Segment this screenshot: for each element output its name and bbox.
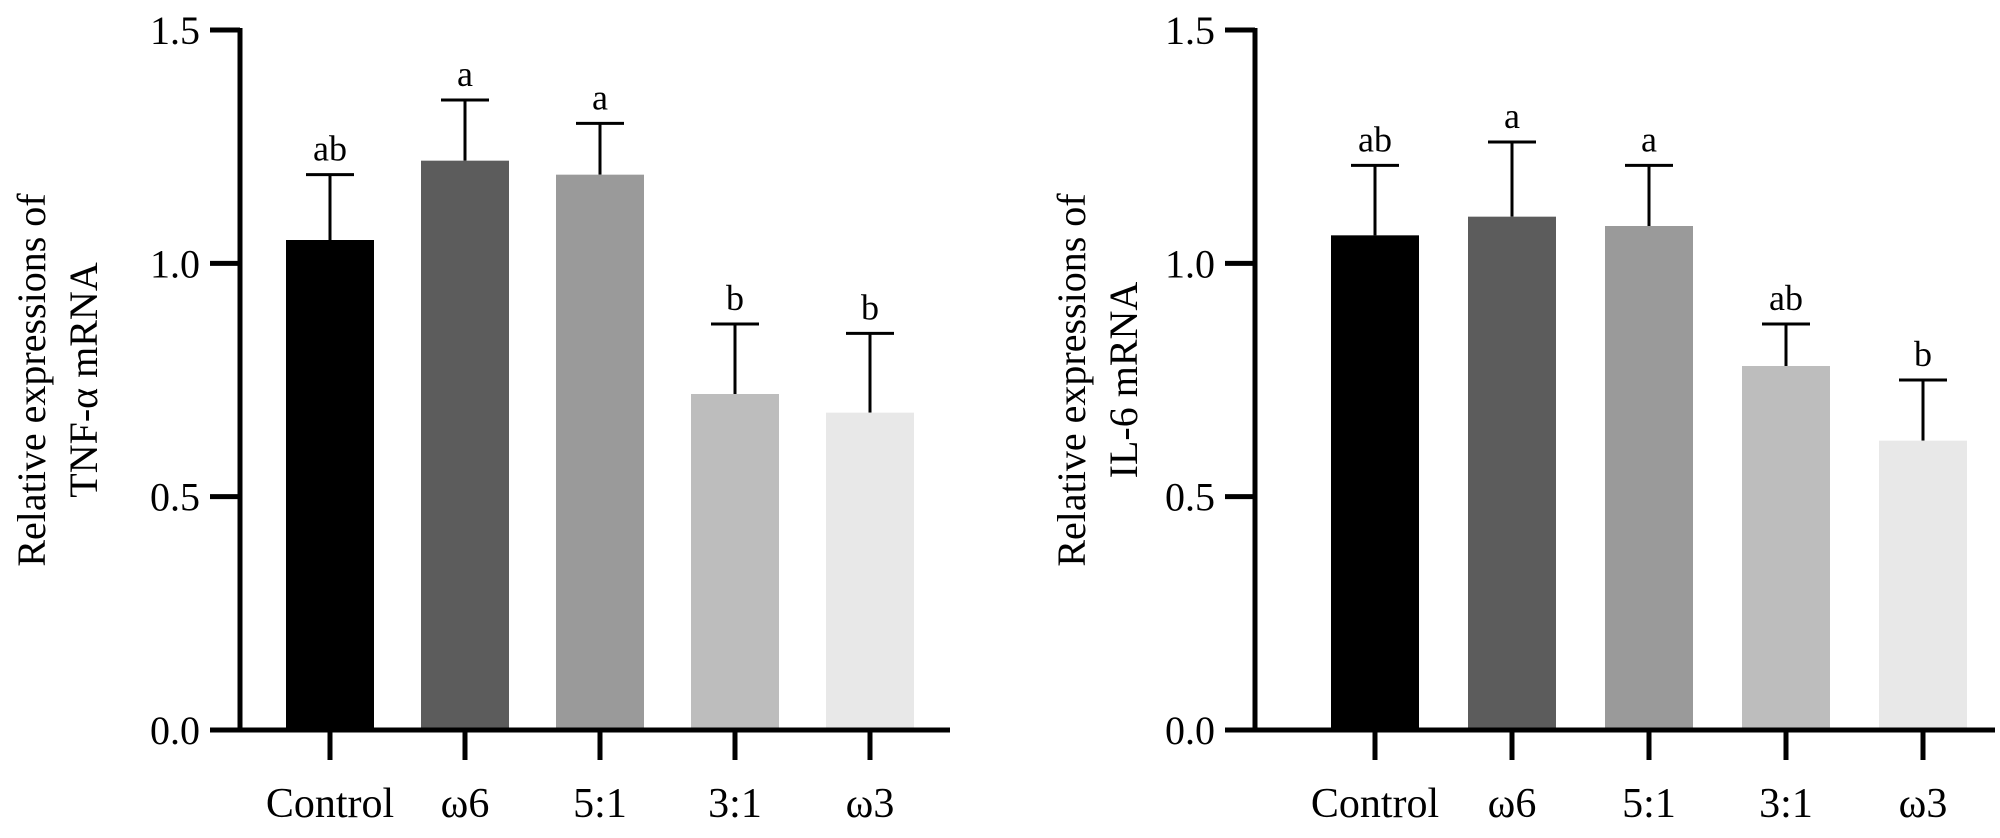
y-tick-label: 0.5 [150,475,200,520]
x-tick-label: 5:1 [1622,781,1676,827]
y-axis-label-line: TNF-α mRNA [61,262,106,498]
bar-4 [691,394,779,730]
x-tick-label: ω6 [1488,781,1537,827]
bar-1 [1331,235,1419,731]
bar-5 [826,412,914,730]
x-tick-label: 3:1 [1759,781,1813,827]
y-axis-label: Relative expressions of TNF-α mRNA [9,193,106,567]
y-axis-label: Relative expressions of IL-6 mRNA [1049,193,1146,567]
significance-label: a [1504,96,1520,136]
x-tick-label: ω3 [846,781,895,827]
significance-label: a [592,77,608,117]
y-tick-label: 1.5 [150,8,200,53]
significance-label: a [457,54,473,94]
bar-5 [1879,440,1967,730]
x-tick-label: ω6 [441,781,490,827]
significance-label: a [1641,119,1657,159]
y-tick-label: 0.5 [1165,475,1215,520]
chart-panel-1: ab Control a ω6 a 5:1 b 3:1 b ω3 0.0 0.5 1.0 1.5 Relat… [9,8,950,827]
y-tick-label: 0.0 [150,708,200,753]
bar-3 [1605,226,1693,730]
y-tick-label: 1.0 [1165,241,1215,286]
x-tick-label: 3:1 [708,781,762,827]
bar-2 [1468,216,1556,730]
y-axis-label-line: Relative expressions of [1049,193,1094,567]
bar-1 [286,240,374,730]
significance-label: b [726,278,744,318]
significance-label: ab [1769,278,1803,318]
y-axis-label-line: IL-6 mRNA [1101,282,1146,479]
y-tick-label: 0.0 [1165,708,1215,753]
significance-label: ab [1358,119,1392,159]
significance-label: b [1914,334,1932,374]
bar-3 [556,174,644,730]
x-tick-label: Control [1311,781,1439,827]
x-tick-label: 5:1 [573,781,627,827]
chart-panel-2: ab Control a ω6 a 5:1 ab 3:1 b ω3 0.0 0.5 1.0 1.5 Rela… [1049,8,1995,827]
y-axis-label-line: Relative expressions of [9,193,54,567]
y-tick-label: 1.5 [1165,8,1215,53]
significance-label: b [861,287,879,327]
bar-2 [421,160,509,730]
significance-label: ab [313,129,347,169]
bar-4 [1742,366,1830,730]
x-tick-label: Control [266,781,394,827]
x-tick-label: ω3 [1899,781,1948,827]
y-tick-label: 1.0 [150,241,200,286]
